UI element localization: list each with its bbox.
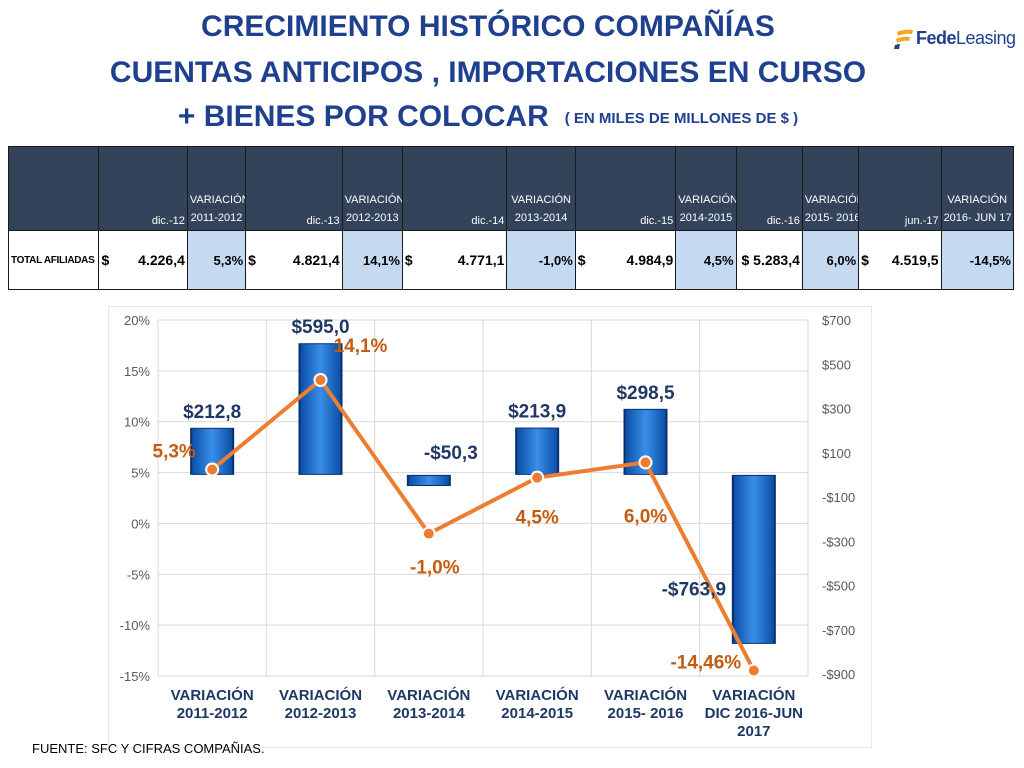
right-axis-tick-label: -$100 <box>822 490 855 505</box>
line-point <box>530 470 545 485</box>
category-label: DIC 2016-JUN <box>705 705 803 722</box>
header-cell-10: VARIACIÓN 2015- 2016 <box>801 146 860 231</box>
value-cell-dic16: $ 5.283,4 <box>735 230 803 290</box>
value-cell-dic14: $4.771,1 <box>401 230 508 290</box>
header-cell-0 <box>7 146 100 231</box>
category-label: 2017 <box>737 723 770 740</box>
variation-cell-2011-2012: 5,3% <box>186 230 247 290</box>
value-cell-dic15: $4.984,9 <box>574 230 677 290</box>
right-axis-tick-label: $500 <box>822 357 851 372</box>
bar-data-label: $213,9 <box>508 402 566 423</box>
line-point <box>421 526 436 541</box>
line-point <box>205 462 220 477</box>
left-axis-tick-label: -5% <box>127 567 151 582</box>
bar-data-label: $595,0 <box>291 317 349 338</box>
line-point <box>638 455 653 470</box>
right-axis-tick-label: -$300 <box>822 534 855 549</box>
right-axis-tick-label: -$500 <box>822 579 855 594</box>
title-line-3: + BIENES POR COLOCAR ( EN MILES DE MILLON… <box>0 100 1000 134</box>
right-axis-tick-label: $300 <box>822 402 851 417</box>
source-note: FUENTE: SFC Y CIFRAS COMPAÑIAS. <box>32 741 265 756</box>
left-axis-tick-label: 5% <box>131 466 150 481</box>
fedeleasing-logo: FedeLeasing <box>894 28 1019 52</box>
chart-svg: -15% -10% -5% 0% 5% 10% 15% 20% $700 $500 $300 $100… <box>107 305 873 749</box>
category-label: VARIACIÓN <box>496 686 579 704</box>
left-axis-tick-label: 10% <box>124 415 150 430</box>
header-cell-2: VARIACIÓN 2011-2012 <box>186 146 247 231</box>
line-data-label: 14,1% <box>334 336 388 357</box>
title-line-2: CUENTAS ANTICIPOS , IMPORTACIONES EN CUR… <box>109 56 867 89</box>
right-axis-tick-label: $700 <box>822 313 851 328</box>
left-axis-tick-label: 0% <box>131 516 150 531</box>
fedeleasing-logo-icon <box>894 29 913 49</box>
line-point <box>313 373 328 388</box>
line-data-label: 6,0% <box>624 506 667 527</box>
left-axis-tick-label: -15% <box>120 669 151 684</box>
title-line-3-text: + BIENES POR COLOCAR <box>177 100 549 133</box>
header-cell-11: jun.-17 <box>858 146 942 231</box>
header-cell-4: VARIACIÓN 2012-2013 <box>341 146 403 231</box>
category-label: 2015- 2016 <box>608 705 684 722</box>
header-cell-8: VARIACIÓN 2014-2015 <box>675 146 737 231</box>
category-label: VARIACIÓN <box>712 686 795 704</box>
series-line <box>210 378 756 672</box>
category-label: VARIACIÓN <box>387 686 470 704</box>
variation-cell-2016-jun17: -14,5% <box>940 230 1015 290</box>
value-cell-dic13: $4.821,4 <box>245 230 343 290</box>
title-line-1: CRECIMIENTO HISTÓRICO COMPAÑÍAS <box>201 10 775 43</box>
header-cell-5: dic.-14 <box>401 146 508 231</box>
category-label: 2011-2012 <box>177 705 248 722</box>
category-label: VARIACIÓN <box>604 686 687 704</box>
line-data-label: 4,5% <box>516 508 559 529</box>
bar <box>408 475 449 486</box>
header-cell-3: dic.-13 <box>245 146 343 231</box>
summary-table: dic.-12 VARIACIÓN 2011-2012 dic.-13 VARIA… <box>7 146 1015 290</box>
bar-data-label: -$763,9 <box>662 580 726 601</box>
combo-chart: -15% -10% -5% 0% 5% 10% 15% 20% $700 $500 $300 $100… <box>107 305 873 749</box>
category-label: VARIACIÓN <box>279 686 362 704</box>
table-row: TOTAL AFILIADAS $4.226,4 5,3% $4.821,4 1… <box>7 230 1015 290</box>
line-data-label: 5,3% <box>153 442 196 463</box>
row-label: TOTAL AFILIADAS <box>7 230 100 290</box>
bar <box>300 344 341 474</box>
category-label: VARIACIÓN <box>171 686 254 704</box>
variation-cell-2012-2013: 14,1% <box>341 230 403 290</box>
header-cell-9: dic.-16 <box>735 146 803 231</box>
bar-data-label: $212,8 <box>183 402 241 423</box>
header-cell-12: VARIACIÓN 2016- JUN 17 <box>940 146 1015 231</box>
value-cell-jun17: $4.519,5 <box>858 230 942 290</box>
value-cell-dic12: $4.226,4 <box>98 230 188 290</box>
line-data-label: -1,0% <box>410 558 460 579</box>
left-axis-tick-label: -10% <box>120 618 151 633</box>
header-cell-6: VARIACIÓN 2013-2014 <box>506 146 576 231</box>
logo-text-light: Leasing <box>956 28 1016 48</box>
category-label: 2013-2014 <box>393 705 465 722</box>
category-label: 2012-2013 <box>285 705 357 722</box>
logo-text: FedeLeasing <box>916 28 1016 49</box>
bar <box>517 428 558 474</box>
bar <box>733 475 774 643</box>
logo-text-bold: Fede <box>916 28 957 48</box>
right-axis-tick-label: -$900 <box>822 667 855 682</box>
left-axis-tick-label: 15% <box>124 364 150 379</box>
category-label: 2014-2015 <box>501 705 573 722</box>
right-axis-tick-label: -$700 <box>822 623 855 638</box>
right-axis-tick-label: $100 <box>822 446 851 461</box>
unit-note: ( EN MILES DE MILLONES DE $ ) <box>564 109 799 127</box>
bar-data-label: -$50,3 <box>424 443 478 464</box>
table-header-row: dic.-12 VARIACIÓN 2011-2012 dic.-13 VARIA… <box>7 146 1015 231</box>
header-cell-1: dic.-12 <box>98 146 188 231</box>
line-point <box>746 663 761 678</box>
variation-cell-2014-2015: 4,5% <box>675 230 737 290</box>
header-cell-7: dic.-15 <box>574 146 677 231</box>
line-data-label: -14,46% <box>670 653 741 674</box>
variation-cell-2015-2016: 6,0% <box>801 230 860 290</box>
variation-cell-2013-2014: -1,0% <box>506 230 576 290</box>
bar-data-label: $298,5 <box>616 383 675 404</box>
left-axis-tick-label: 20% <box>124 313 150 328</box>
